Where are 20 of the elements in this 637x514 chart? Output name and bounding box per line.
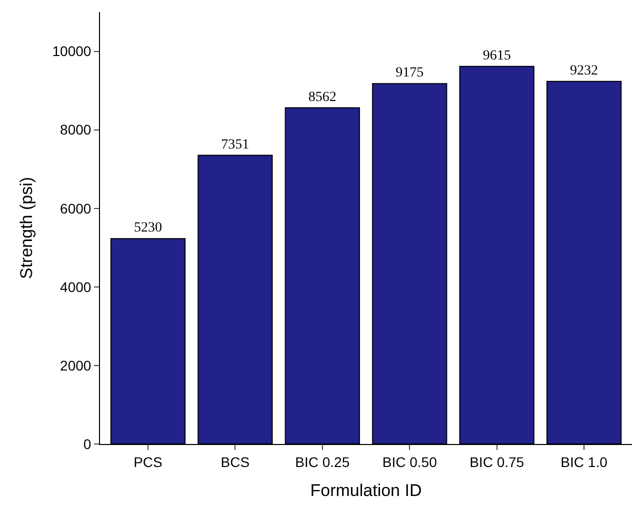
- y-tick-label: 8000: [60, 122, 92, 138]
- y-tick-label: 4000: [60, 278, 92, 295]
- y-tick-label: 10000: [52, 43, 92, 60]
- x-tick-label: BIC 0.25: [295, 454, 350, 470]
- x-tick-label: PCS: [134, 454, 162, 470]
- y-tick-label: 0: [83, 436, 92, 452]
- y-tick-label: 2000: [60, 357, 92, 374]
- y-tick-label: 6000: [60, 200, 92, 216]
- data-label: 9232: [570, 63, 598, 78]
- data-label: 8562: [308, 90, 336, 105]
- x-tick-label: BIC 0.50: [382, 454, 438, 470]
- y-axis-title: Strength (psi): [16, 176, 36, 280]
- data-label: 5230: [134, 220, 162, 236]
- x-axis-title: Formulation ID: [310, 481, 422, 500]
- x-tick-label: BIC 1.0: [560, 454, 608, 470]
- x-tick-label: BIC 0.75: [470, 454, 524, 470]
- x-tick-label: BCS: [220, 454, 250, 470]
- data-label: 7351: [221, 137, 250, 152]
- data-label: 9615: [482, 48, 511, 64]
- data-label: 9175: [396, 66, 424, 81]
